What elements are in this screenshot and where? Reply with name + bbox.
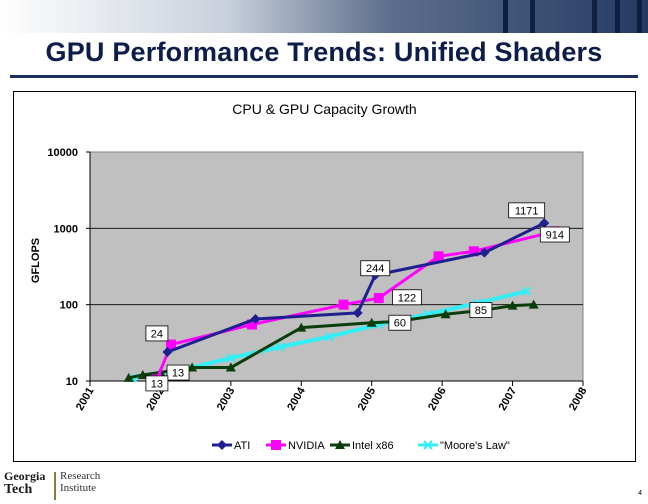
x-tick-label: 2004 (285, 385, 308, 413)
x-tick-label: 2008 (567, 386, 590, 413)
data-point-intel-x86 (225, 362, 236, 372)
banner-stripe (615, 0, 620, 33)
x-tick-label: 2003 (215, 386, 238, 413)
data-label-box (145, 325, 169, 342)
data-label-box (388, 314, 412, 331)
legend-marker-nvidia (271, 440, 281, 450)
data-point-ati (352, 307, 363, 318)
data-point-nvidia (165, 339, 176, 350)
data-label-box (166, 364, 190, 381)
x-tick-label: 2005 (356, 386, 379, 413)
data-point-nvidia (468, 246, 479, 257)
logo-line-georgia: Georgia (4, 469, 46, 483)
page-number: 4 (638, 490, 642, 497)
header-banner (0, 0, 648, 33)
georgia-tech-research-institute-logo: Georgia Tech Research Institute (4, 470, 114, 502)
data-point-intel-x86 (123, 372, 134, 382)
legend-label-intel-x86: Intel x86 (352, 440, 394, 452)
logo-line-research: Research (60, 470, 101, 482)
data-point-ati (539, 218, 550, 229)
y-tick-label: 10 (66, 376, 78, 388)
y-axis-label: GFLOPS (30, 238, 42, 283)
banner-stripe (530, 0, 535, 33)
data-point-ati (479, 247, 490, 258)
data-label: 13 (172, 368, 184, 380)
data-label: 13 (151, 378, 163, 390)
banner-stripe (592, 0, 597, 33)
data-label-box (392, 289, 422, 306)
chart-title: CPU & GPU Capacity Growth (232, 101, 417, 117)
data-label: 60 (394, 318, 406, 330)
data-label: 85 (475, 305, 487, 317)
data-label: 122 (398, 292, 416, 304)
data-point-intel-x86 (366, 317, 377, 327)
banner-stripe (503, 0, 508, 33)
data-label: 914 (546, 230, 564, 242)
y-tick-label: 1000 (54, 223, 78, 235)
data-point-ati (162, 346, 173, 357)
data-point-moore-s-law (226, 353, 236, 363)
plot-area (89, 151, 584, 382)
data-point-nvidia (433, 251, 444, 262)
data-point-moore-s-law (521, 286, 532, 296)
legend-marker-moore-s-law (423, 440, 433, 450)
data-point-nvidia (373, 293, 384, 304)
data-point-moore-s-law (324, 332, 335, 342)
title-underline (10, 75, 638, 78)
data-point-intel-x86 (440, 309, 451, 319)
data-label-box (508, 202, 546, 219)
legend-marker-intel-x86 (335, 440, 345, 449)
x-tick-label: 2001 (74, 386, 97, 413)
logo-line-tech: Tech (4, 482, 33, 497)
data-point-intel-x86 (528, 299, 539, 309)
data-point-ati (250, 313, 261, 324)
data-label-box (145, 375, 169, 392)
legend-label-moore-s-law: "Moore's Law" (440, 440, 510, 452)
logo-right: Research Institute (60, 470, 100, 494)
y-tick-label: 100 (60, 300, 78, 312)
data-label: 244 (366, 263, 384, 275)
series-line-nvidia (155, 229, 556, 380)
legend-marker-ati (217, 440, 227, 450)
data-label: 1171 (515, 205, 539, 217)
data-point-moore-s-law (275, 342, 285, 352)
data-label-box (469, 302, 493, 318)
x-tick-label: 2006 (426, 386, 449, 413)
data-point-intel-x86 (296, 322, 307, 332)
x-tick-label: 2007 (497, 386, 520, 413)
data-point-intel-x86 (187, 362, 198, 372)
logo-left: Georgia Tech (4, 469, 46, 497)
legend-label-nvidia: NVIDIA (288, 440, 325, 452)
logo-divider (54, 472, 56, 500)
data-point-nvidia (338, 299, 349, 310)
banner-stripe (637, 0, 642, 33)
data-label: 24 (151, 328, 163, 340)
y-tick-label: 10000 (47, 147, 78, 159)
data-point-intel-x86 (507, 300, 518, 310)
data-point-intel-x86 (137, 369, 148, 379)
data-label-box (360, 260, 391, 277)
data-point-nvidia (246, 319, 257, 330)
legend-label-ati: ATI (234, 440, 250, 452)
logo-line-institute: Institute (60, 482, 97, 494)
series-line-ati (166, 221, 545, 354)
data-label-box (539, 226, 570, 243)
slide-title: GPU Performance Trends: Unified Shaders (45, 37, 603, 67)
